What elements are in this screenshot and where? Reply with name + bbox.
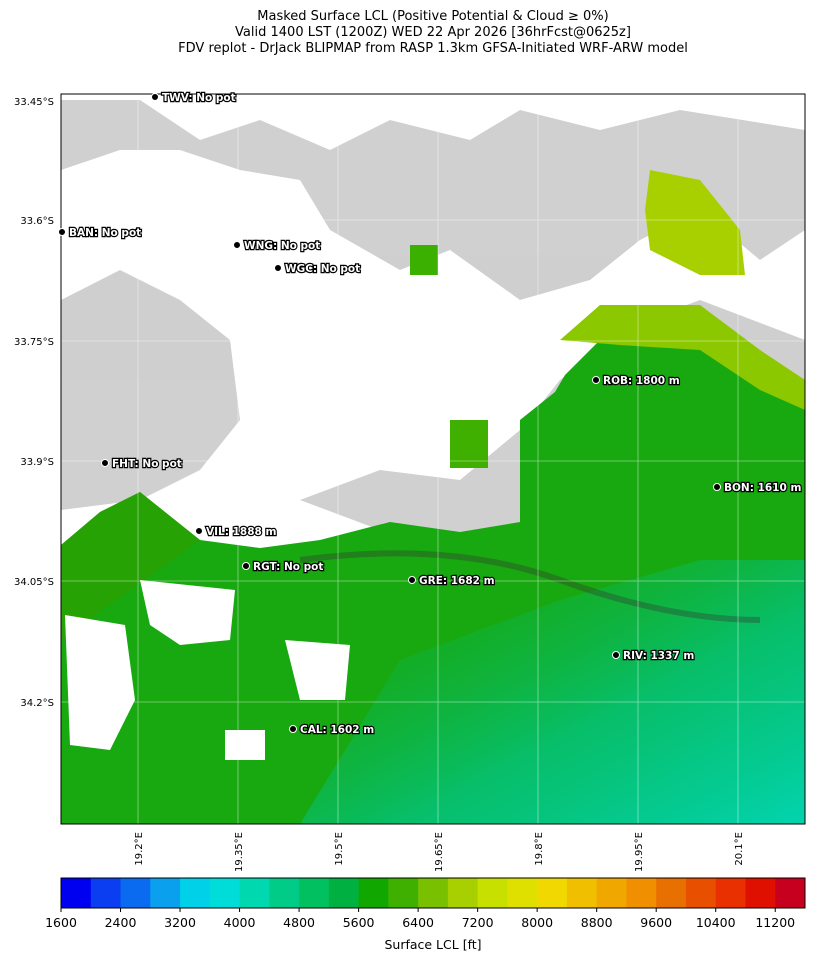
- colorbar-segment: [328, 878, 360, 908]
- lat-label: 33.6°S: [20, 216, 54, 227]
- colorbar-segment: [239, 878, 270, 908]
- station-dot: [58, 228, 66, 236]
- lat-label: 34.05°S: [14, 577, 54, 588]
- colorbar-tick-label: 11200: [755, 915, 795, 930]
- lon-label: 19.65°E: [434, 832, 445, 872]
- station-dot: [592, 376, 600, 384]
- colorbar-segment: [745, 878, 776, 908]
- colorbar-tick-label: 1600: [45, 915, 77, 930]
- colorbar-segment: [120, 878, 151, 908]
- lon-label: 19.8°E: [534, 832, 545, 866]
- colorbar-segment: [150, 878, 181, 908]
- colorbar-segment: [180, 878, 211, 908]
- station-label: GRE: 1682 m: [419, 575, 495, 587]
- colorbar-segment: [507, 878, 538, 908]
- colorbar-tick-label: 6400: [402, 915, 434, 930]
- title-line: Valid 1400 LST (1200Z) WED 22 Apr 2026 […: [235, 25, 631, 40]
- colorbar-segment: [418, 878, 449, 908]
- colorbar-tick-label: 10400: [696, 915, 736, 930]
- colorbar-frame: [60, 877, 806, 909]
- lon-label: 19.95°E: [634, 832, 645, 872]
- colorbar-segment: [537, 878, 568, 908]
- colorbar-segment: [626, 878, 657, 908]
- colorbar-segment: [90, 878, 122, 908]
- colorbar-segment: [388, 878, 419, 908]
- station-label: VIL: 1888 m: [206, 526, 276, 538]
- colorbar-segment: [656, 878, 687, 908]
- station-label: WNG: No pot: [244, 240, 320, 252]
- station-dot: [274, 264, 282, 272]
- colorbar-segment: [596, 878, 627, 908]
- station-dot: [408, 576, 416, 584]
- station-dot: [101, 459, 109, 467]
- colorbar-tick-label: 7200: [462, 915, 494, 930]
- lon-label: 19.2°E: [134, 832, 145, 866]
- colorbar-tick-label: 5600: [343, 915, 375, 930]
- colorbar-segment: [685, 878, 717, 908]
- colorbar-tick-label: 8000: [521, 915, 553, 930]
- station-label: RIV: 1337 m: [623, 650, 694, 662]
- station-label: ROB: 1800 m: [603, 375, 680, 387]
- station-label: WGC: No pot: [285, 263, 360, 275]
- lat-label: 33.75°S: [14, 337, 54, 348]
- colorbar-segment: [447, 878, 479, 908]
- lat-label: 33.45°S: [14, 97, 54, 108]
- lon-label: 20.1°E: [734, 832, 745, 866]
- colorbar-segment: [358, 878, 389, 908]
- colorbar-tick-label: 4000: [224, 915, 256, 930]
- station-label: TWV: No pot: [162, 92, 236, 104]
- station-dot: [233, 241, 241, 249]
- map-area: [61, 94, 805, 824]
- colorbar-segment: [775, 878, 806, 908]
- station-label: FHT: No pot: [112, 458, 182, 470]
- station-label: BAN: No pot: [69, 227, 141, 239]
- station-dot: [151, 93, 159, 101]
- station-dot: [289, 725, 297, 733]
- title-line: FDV replot - DrJack BLIPMAP from RASP 1.…: [178, 41, 688, 56]
- station-dot: [612, 651, 620, 659]
- colorbar-segment: [477, 878, 508, 908]
- colorbar-segment: [269, 878, 300, 908]
- colorbar-segment: [715, 878, 746, 908]
- lon-label: 19.35°E: [234, 832, 245, 872]
- colorbar-tick-label: 4800: [283, 915, 315, 930]
- station-dot: [713, 483, 721, 491]
- lat-label: 34.2°S: [20, 698, 54, 709]
- title-line: Masked Surface LCL (Positive Potential &…: [257, 9, 608, 24]
- station-label: RGT: No pot: [253, 561, 323, 573]
- colorbar-tick-label: 2400: [105, 915, 137, 930]
- colorbar-segment: [209, 878, 241, 908]
- colorbar-segment: [566, 878, 598, 908]
- colorbar-tick-label: 9600: [640, 915, 672, 930]
- colorbar-segment: [61, 878, 92, 908]
- station-label: CAL: 1602 m: [300, 724, 374, 736]
- station-dot: [242, 562, 250, 570]
- lon-label: 19.5°E: [334, 832, 345, 866]
- colorbar-segment: [299, 878, 330, 908]
- colorbar-tick-label: 8800: [581, 915, 613, 930]
- colorbar-tick-label: 3200: [164, 915, 196, 930]
- map-frame: [60, 93, 806, 825]
- station-label: BON: 1610 m: [724, 482, 801, 494]
- lat-label: 33.9°S: [20, 457, 54, 468]
- colorbar-label: Surface LCL [ft]: [384, 937, 481, 952]
- station-dot: [195, 527, 203, 535]
